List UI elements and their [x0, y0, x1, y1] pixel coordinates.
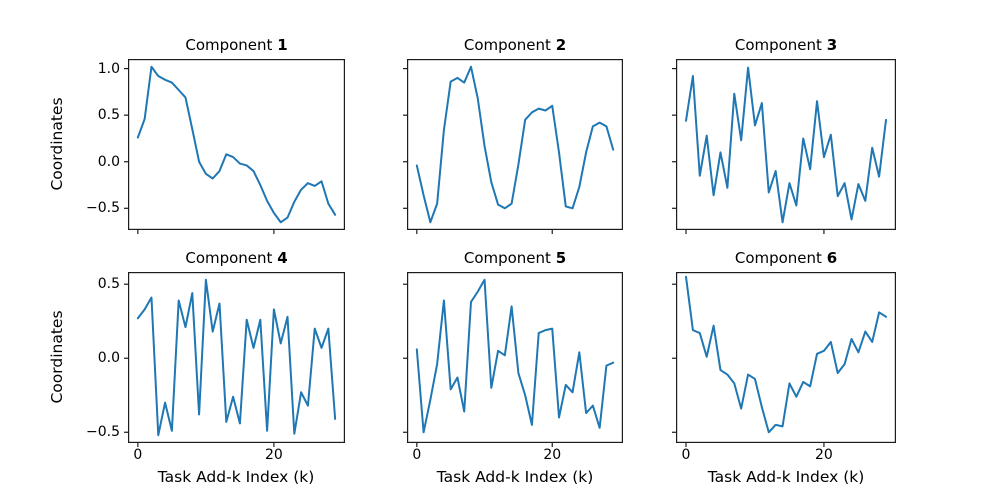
- xtick-label: 0: [133, 447, 143, 463]
- title-text: Component: [185, 249, 278, 267]
- title-text: Component: [734, 36, 827, 54]
- ytick-label: −0.5: [86, 424, 120, 441]
- line-chart-component-3: [672, 59, 897, 234]
- line-chart-component-5: [403, 272, 624, 447]
- subplot-title: Component 4: [128, 249, 345, 267]
- line-chart-component-4: [124, 272, 346, 447]
- x-axis-label-col1: Task Add-k Index (k): [157, 468, 315, 486]
- xtick-label: 20: [543, 447, 562, 463]
- subplot-component-2: Component 2: [403, 36, 624, 234]
- y-axis-label-row1: Coordinates: [48, 97, 66, 191]
- subplot-component-6: Component 6 0 20: [672, 249, 897, 462]
- subplot-component-4: Component 4 0.5 0.0 −0.5 0 20: [86, 249, 346, 462]
- xtick-label: 0: [681, 447, 691, 463]
- line-chart-component-6: [672, 272, 897, 447]
- line-chart-component-1: [124, 59, 346, 234]
- title-number: 3: [826, 36, 838, 54]
- title-number: 4: [277, 249, 288, 267]
- line-chart-component-2: [403, 59, 624, 234]
- title-text: Component: [185, 36, 278, 54]
- xtick-label: 20: [815, 447, 833, 463]
- subplot-component-1: Component 1 1.0 0.5 0.0 −0.5: [86, 36, 346, 234]
- subplot-title: Component 3: [676, 36, 896, 54]
- subplot-title: Component 6: [676, 249, 896, 267]
- y-axis-label-row2: Coordinates: [48, 310, 66, 404]
- subplot-title: Component 1: [128, 36, 345, 54]
- title-text: Component: [463, 249, 556, 267]
- title-number: 5: [555, 249, 567, 267]
- title-text: Component: [734, 249, 827, 267]
- title-number: 2: [555, 36, 567, 54]
- ytick-label: 0.0: [97, 153, 120, 170]
- ytick-label: 0.5: [97, 276, 120, 293]
- x-axis-label-col2: Task Add-k Index (k): [436, 468, 594, 486]
- ytick-label: 1.0: [97, 60, 120, 77]
- subplot-title: Component 2: [407, 36, 623, 54]
- subplot-component-3: Component 3: [672, 36, 897, 234]
- ytick-label: 0.5: [97, 107, 120, 124]
- title-number: 1: [277, 36, 288, 54]
- title-number: 6: [826, 249, 838, 267]
- subplot-title: Component 5: [407, 249, 623, 267]
- xtick-label: 20: [264, 447, 283, 463]
- ytick-label: −0.5: [86, 200, 120, 217]
- x-axis-label-col3: Task Add-k Index (k): [707, 468, 865, 486]
- title-text: Component: [463, 36, 556, 54]
- xtick-label: 0: [412, 447, 422, 463]
- subplot-component-5: Component 5 0 20: [403, 249, 624, 462]
- ytick-label: 0.0: [97, 350, 120, 367]
